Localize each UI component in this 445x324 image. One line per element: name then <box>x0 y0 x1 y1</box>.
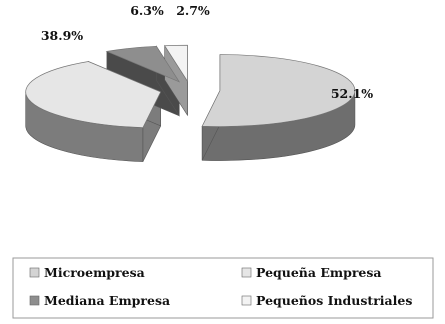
data-label-mediana-empresa: 6.3% <box>130 3 164 18</box>
slice-tops <box>25 44 356 128</box>
legend-label: Microempresa <box>44 265 145 280</box>
data-label-microempresa: 52.1% <box>331 86 373 101</box>
pie-data-labels: 52.1% 38.9% 6.3% 2.7% <box>41 3 373 101</box>
legend-swatch <box>29 267 40 278</box>
legend-label: Mediana Empresa <box>44 293 170 308</box>
pie-slice-top-microempresa <box>201 54 356 127</box>
legend-item-microempresa: Microempresa <box>29 265 145 280</box>
legend-label: Pequeños Industriales <box>256 293 412 308</box>
legend-swatch <box>241 267 252 278</box>
pie-slice-top-mediana-empresa <box>105 45 181 83</box>
data-label-peque-os-industriales: 2.7% <box>176 3 210 18</box>
legend-label: Pequeña Empresa <box>256 265 382 280</box>
pie-slice-top-peque-a-empresa <box>25 61 162 128</box>
legend-item-peque-os-industriales: Pequeños Industriales <box>241 293 412 308</box>
pie-slices <box>25 44 356 162</box>
legend-item-mediana-empresa: Mediana Empresa <box>29 293 170 308</box>
legend: Microempresa Pequeña Empresa Mediana Empre… <box>12 257 434 319</box>
data-label-peque-a-empresa: 38.9% <box>41 28 83 43</box>
legend-swatch <box>29 295 40 306</box>
legend-item-peque-a-empresa: Pequeña Empresa <box>241 265 382 280</box>
legend-frame <box>12 257 434 319</box>
legend-swatch <box>241 295 252 306</box>
pie-slice-top-peque-os-industriales <box>164 44 188 83</box>
